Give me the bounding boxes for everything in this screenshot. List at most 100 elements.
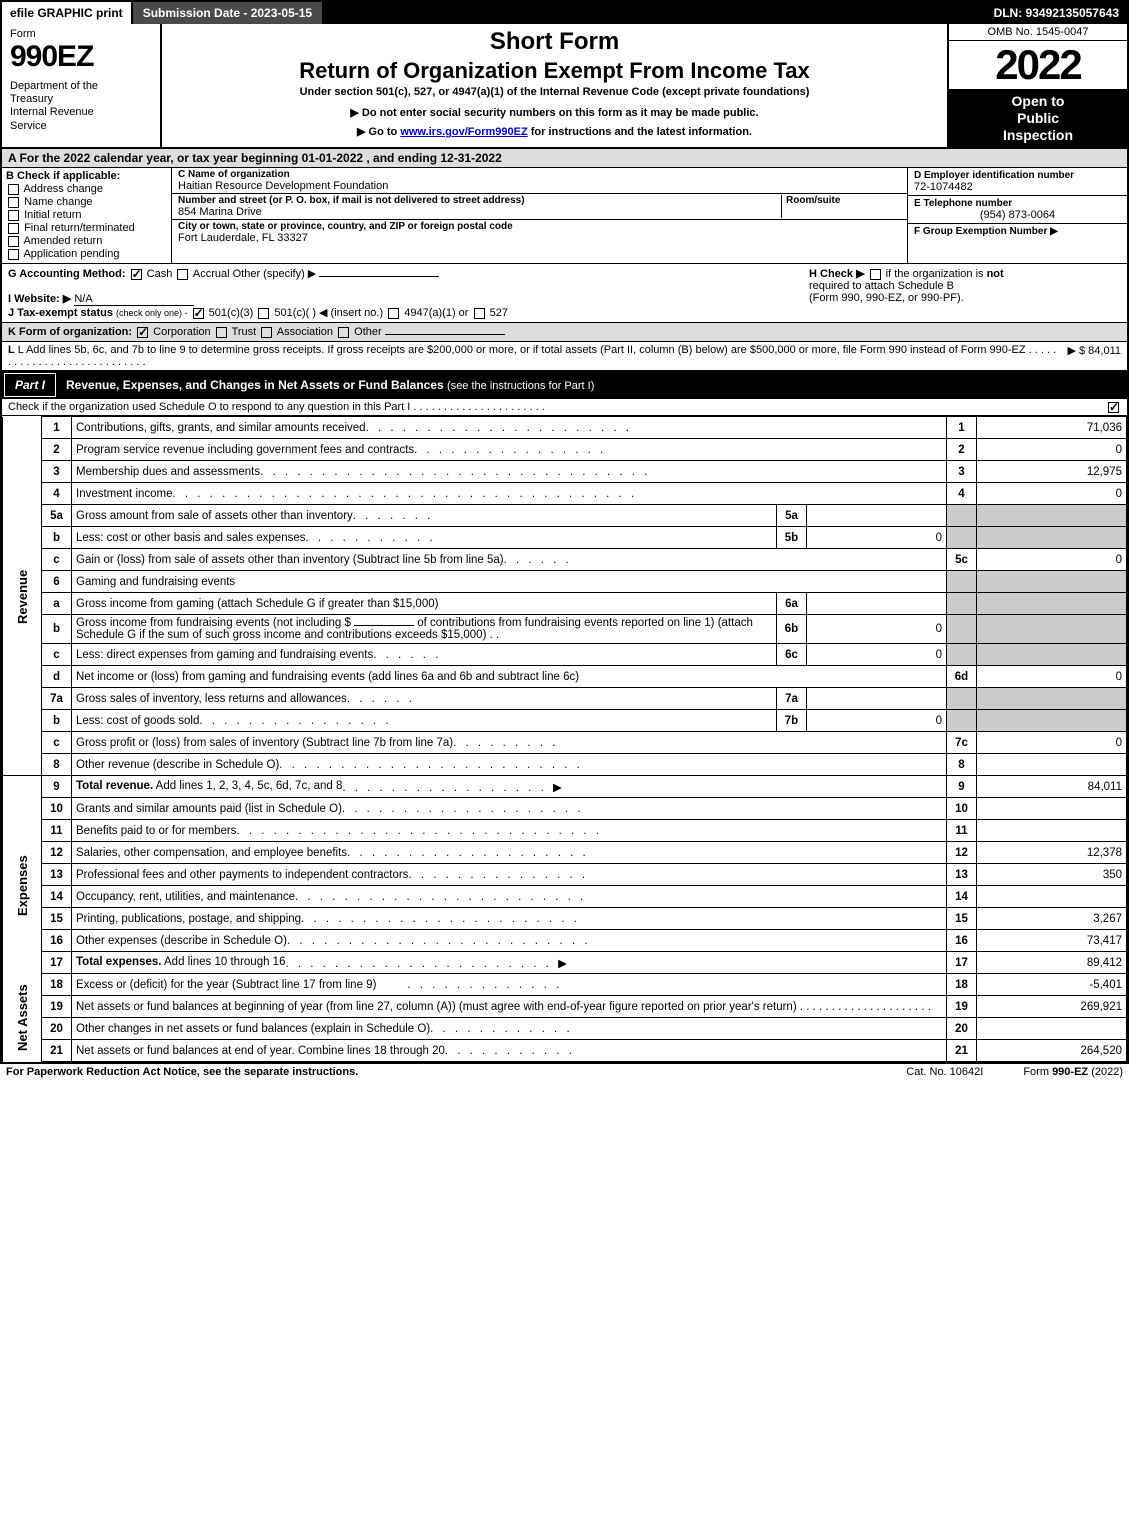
return-title: Return of Organization Exempt From Incom… [170, 58, 939, 84]
line-6c: c Less: direct expenses from gaming and … [3, 644, 1127, 666]
chk-4947[interactable] [388, 308, 399, 319]
row-l: L L Add lines 5b, 6c, and 7b to line 9 t… [2, 342, 1127, 371]
line-11: 11 Benefits paid to or for members . . .… [3, 820, 1127, 842]
k-label: K Form of organization: [8, 326, 132, 338]
note2-pre: ▶ Go to [357, 126, 400, 138]
street-value: 854 Marina Drive [178, 206, 781, 218]
chk-501c3[interactable] [193, 308, 204, 319]
ein-value: 72-1074482 [914, 181, 1121, 193]
chk-address-change[interactable]: Address change [6, 183, 167, 195]
line-5b: b Less: cost or other basis and sales ex… [3, 527, 1127, 549]
line-1: Revenue 1 Contributions, gifts, grants, … [3, 417, 1127, 439]
page: efile GRAPHIC print Submission Date - 20… [0, 0, 1129, 1064]
line-21: 21 Net assets or fund balances at end of… [3, 1040, 1127, 1062]
block-b: B Check if applicable: Address change Na… [2, 168, 1127, 264]
line-6b: b Gross income from fundraising events (… [3, 615, 1127, 644]
row-a-tax-year: A For the 2022 calendar year, or tax yea… [2, 149, 1127, 168]
j-label: J Tax-exempt status [8, 307, 113, 319]
lines-table: Revenue 1 Contributions, gifts, grants, … [2, 416, 1127, 1062]
part-1-header: Part I Revenue, Expenses, and Changes in… [2, 371, 1127, 399]
schedo-checkbox-cell [1091, 401, 1121, 413]
chk-h[interactable] [870, 269, 881, 280]
room-suite: Room/suite [781, 195, 901, 218]
chk-schedule-o[interactable] [1108, 402, 1119, 413]
line-13: 13 Professional fees and other payments … [3, 864, 1127, 886]
i-label: I Website: ▶ [8, 293, 71, 305]
dln-label: DLN: 93492135057643 [986, 2, 1127, 24]
tel-value: (954) 873-0064 [914, 209, 1121, 221]
row-g-h: G Accounting Method: Cash Accrual Other … [2, 264, 1127, 323]
schedule-o-check-row: Check if the organization used Schedule … [2, 399, 1127, 416]
inspection-badge: Open toPublicInspection [949, 89, 1127, 147]
expenses-side-label: Expenses [3, 798, 42, 974]
city-value: Fort Lauderdale, FL 33327 [178, 232, 901, 244]
b-label: B Check if applicable: [6, 170, 120, 182]
line-12: 12 Salaries, other compensation, and emp… [3, 842, 1127, 864]
line-5c: c Gain or (loss) from sale of assets oth… [3, 549, 1127, 571]
top-bar: efile GRAPHIC print Submission Date - 20… [2, 2, 1127, 24]
chk-accrual[interactable] [177, 269, 188, 280]
c-name-label: C Name of organization [178, 169, 901, 180]
page-footer: For Paperwork Reduction Act Notice, see … [0, 1064, 1129, 1080]
city-label: City or town, state or province, country… [178, 221, 901, 232]
line-2: 2 Program service revenue including gove… [3, 439, 1127, 461]
chk-527[interactable] [474, 308, 485, 319]
line-18: Net Assets 18 Excess or (deficit) for th… [3, 974, 1127, 996]
line-9: 9 Total revenue. Add lines 1, 2, 3, 4, 5… [3, 776, 1127, 798]
tel-cell: E Telephone number (954) 873-0064 [908, 196, 1127, 224]
footer-left: For Paperwork Reduction Act Notice, see … [6, 1066, 866, 1078]
chk-final-return[interactable]: Final return/terminated [6, 222, 167, 234]
group-exemption-cell: F Group Exemption Number ▶ [908, 224, 1127, 263]
g-label: G Accounting Method: [8, 268, 126, 280]
spacer [324, 2, 985, 24]
irs-link[interactable]: www.irs.gov/Form990EZ [400, 126, 527, 138]
department-label: Department of theTreasuryInternal Revenu… [10, 80, 152, 133]
note2-post: for instructions and the latest informat… [528, 126, 752, 138]
ein-cell: D Employer identification number 72-1074… [908, 168, 1127, 196]
chk-corporation[interactable] [137, 327, 148, 338]
city-cell: City or town, state or province, country… [172, 220, 907, 245]
line-17: 17 Total expenses. Add lines 10 through … [3, 952, 1127, 974]
line-10: Expenses 10 Grants and similar amounts p… [3, 798, 1127, 820]
chk-amended-return[interactable]: Amended return [6, 235, 167, 247]
footer-right: Form 990-EZ (2022) [1023, 1066, 1123, 1078]
org-name: Haitian Resource Development Foundation [178, 180, 901, 192]
l-text: L L Add lines 5b, 6c, and 7b to line 9 t… [8, 344, 1061, 368]
line-7c: c Gross profit or (loss) from sales of i… [3, 732, 1127, 754]
chk-cash[interactable] [131, 269, 142, 280]
goto-note: ▶ Go to www.irs.gov/Form990EZ for instru… [170, 125, 939, 138]
chk-initial-return[interactable]: Initial return [6, 209, 167, 221]
chk-501c[interactable] [258, 308, 269, 319]
accounting-method: G Accounting Method: Cash Accrual Other … [8, 267, 801, 319]
chk-name-change[interactable]: Name change [6, 196, 167, 208]
efile-label: efile GRAPHIC print [2, 2, 131, 24]
header-right: OMB No. 1545-0047 2022 Open toPublicInsp… [947, 24, 1127, 147]
org-info: C Name of organization Haitian Resource … [172, 168, 907, 263]
form-header: Form 990EZ Department of theTreasuryInte… [2, 24, 1127, 149]
fundraising-amount-input[interactable] [354, 625, 414, 626]
chk-trust[interactable] [216, 327, 227, 338]
part-1-title: Revenue, Expenses, and Changes in Net As… [58, 374, 1127, 396]
tax-year: 2022 [949, 41, 1127, 89]
line-3: 3 Membership dues and assessments . . . … [3, 461, 1127, 483]
form-number: 990EZ [10, 40, 152, 74]
header-left: Form 990EZ Department of theTreasuryInte… [2, 24, 162, 147]
chk-other-org[interactable] [338, 327, 349, 338]
chk-application-pending[interactable]: Application pending [6, 248, 167, 260]
tel-label: E Telephone number [914, 198, 1121, 209]
footer-center: Cat. No. 10642I [866, 1066, 1023, 1078]
room-label: Room/suite [786, 195, 901, 206]
line-15: 15 Printing, publications, postage, and … [3, 908, 1127, 930]
street-label: Number and street (or P. O. box, if mail… [178, 195, 781, 206]
street-main: Number and street (or P. O. box, if mail… [178, 195, 781, 218]
line-6d: d Net income or (loss) from gaming and f… [3, 666, 1127, 688]
h-check: H Check ▶ if the organization is not req… [801, 267, 1121, 319]
line-16: 16 Other expenses (describe in Schedule … [3, 930, 1127, 952]
line-7a: 7a Gross sales of inventory, less return… [3, 688, 1127, 710]
l-amount: ▶ $ 84,011 [1061, 344, 1121, 368]
h-label: H Check ▶ [809, 268, 865, 280]
line-6: 6 Gaming and fundraising events [3, 571, 1127, 593]
other-org-input[interactable] [385, 334, 505, 335]
chk-association[interactable] [261, 327, 272, 338]
other-specify-input[interactable] [319, 276, 439, 277]
